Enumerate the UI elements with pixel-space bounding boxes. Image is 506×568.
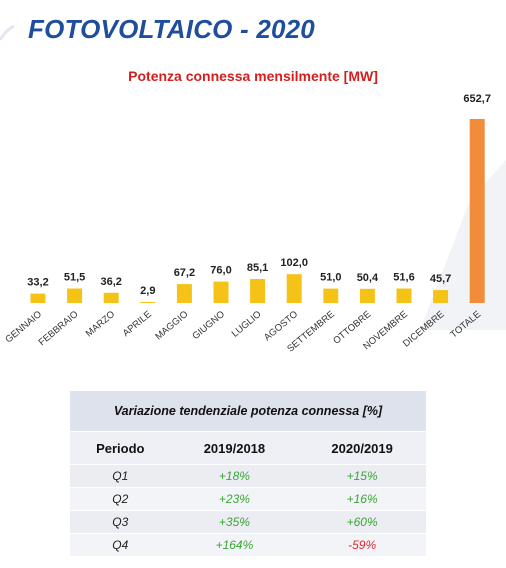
bar-settembre xyxy=(323,288,339,303)
bar-totale xyxy=(469,119,485,303)
tick-label-marzo: MARZO xyxy=(84,309,117,339)
row-value-2020: +60% xyxy=(298,510,426,534)
variation-table: Variazione tendenziale potenza connessa … xyxy=(70,391,426,556)
variation-table-container: Variazione tendenziale potenza connessa … xyxy=(70,391,426,556)
tick-label-maggio: MAGGIO xyxy=(153,309,190,343)
row-value-2019: +164% xyxy=(170,533,299,556)
bar-febbraio xyxy=(67,288,83,303)
row-period: Q3 xyxy=(70,510,171,534)
tick-label-giugno: GIUGNO xyxy=(190,309,227,342)
table-caption-row: Variazione tendenziale potenza connessa … xyxy=(70,391,426,432)
bar-giugno xyxy=(213,281,229,303)
row-value-2019: +18% xyxy=(170,464,299,488)
row-value-2020: +15% xyxy=(298,464,426,488)
tick-label-luglio: LUGLIO xyxy=(230,309,264,340)
bar-agosto xyxy=(286,274,302,303)
table-row: Q3 +35% +60% xyxy=(70,510,426,534)
chart-title: Potenza connessa mensilmente [MW] xyxy=(128,68,378,84)
table-header-row: Periodo 2019/2018 2020/2019 xyxy=(70,431,426,465)
data-label-ottobre: 50,4 xyxy=(357,272,379,284)
tick-label-totale: TOTALE xyxy=(448,309,483,341)
header-2019-2018: 2019/2018 xyxy=(170,431,299,465)
table-caption: Variazione tendenziale potenza connessa … xyxy=(70,391,426,432)
bar-aprile xyxy=(140,302,156,303)
row-value-2019: +35% xyxy=(170,510,299,534)
bar-dicembre xyxy=(433,290,449,303)
bar-gennaio xyxy=(30,293,46,303)
bar-chart: 33,2GENNAIO51,5FEBBRAIO36,2MARZO2,9APRIL… xyxy=(3,93,491,355)
row-period: Q4 xyxy=(70,533,171,556)
bar-marzo xyxy=(103,292,119,303)
bar-maggio xyxy=(176,284,192,303)
bar-luglio xyxy=(250,279,266,303)
row-value-2020: -59% xyxy=(298,533,426,556)
data-label-settembre: 51,0 xyxy=(320,272,341,284)
row-period: Q1 xyxy=(70,464,171,488)
tick-label-aprile: APRILE xyxy=(121,309,154,339)
row-value-2019: +23% xyxy=(170,487,299,511)
page-title: FOTOVOLTAICO - 2020 xyxy=(28,14,315,44)
data-label-agosto: 102,0 xyxy=(280,257,308,269)
header-2020-2019: 2020/2019 xyxy=(298,431,426,465)
table-row: Q4 +164% -59% xyxy=(70,533,426,556)
data-label-novembre: 51,6 xyxy=(393,272,414,284)
row-period: Q2 xyxy=(70,487,171,511)
data-label-febbraio: 51,5 xyxy=(64,272,85,284)
header-periodo: Periodo xyxy=(70,431,171,465)
data-label-marzo: 36,2 xyxy=(100,276,121,288)
data-label-aprile: 2,9 xyxy=(140,285,155,297)
table-row: Q2 +23% +16% xyxy=(70,487,426,511)
data-label-gennaio: 33,2 xyxy=(27,277,48,289)
data-label-dicembre: 45,7 xyxy=(430,273,451,285)
row-value-2020: +16% xyxy=(298,487,426,511)
data-label-maggio: 67,2 xyxy=(174,267,195,279)
data-label-giugno: 76,0 xyxy=(210,265,231,277)
bar-novembre xyxy=(396,288,412,303)
data-label-luglio: 85,1 xyxy=(247,262,268,274)
tick-label-febbraio: FEBBRAIO xyxy=(37,309,81,348)
table-row: Q1 +18% +15% xyxy=(70,464,426,488)
bar-ottobre xyxy=(359,288,375,303)
data-label-totale: 652,7 xyxy=(463,93,491,105)
